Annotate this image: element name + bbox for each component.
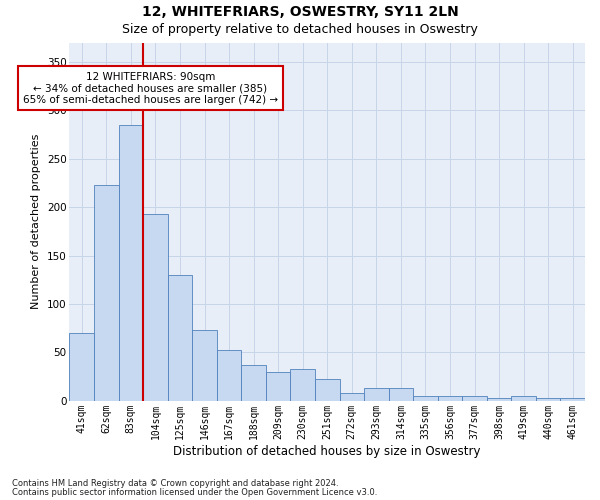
Text: Contains HM Land Registry data © Crown copyright and database right 2024.: Contains HM Land Registry data © Crown c… (12, 478, 338, 488)
X-axis label: Distribution of detached houses by size in Oswestry: Distribution of detached houses by size … (173, 444, 481, 458)
Text: Contains public sector information licensed under the Open Government Licence v3: Contains public sector information licen… (12, 488, 377, 497)
Bar (290, 369, 315, 401)
Bar (340, 393, 364, 401)
Bar (438, 396, 462, 401)
Text: 12, WHITEFRIARS, OSWESTRY, SY11 2LN: 12, WHITEFRIARS, OSWESTRY, SY11 2LN (142, 5, 458, 19)
Bar (217, 350, 241, 401)
Bar (389, 388, 413, 401)
Y-axis label: Number of detached properties: Number of detached properties (31, 134, 41, 310)
Bar (192, 330, 217, 401)
Bar (315, 378, 340, 401)
Bar (241, 365, 266, 401)
Bar (143, 214, 167, 401)
Bar (364, 388, 389, 401)
Bar (70, 333, 94, 401)
Bar (266, 372, 290, 401)
Bar (167, 275, 192, 401)
Bar (536, 398, 560, 401)
Bar (560, 398, 585, 401)
Text: Size of property relative to detached houses in Oswestry: Size of property relative to detached ho… (122, 22, 478, 36)
Bar (487, 398, 511, 401)
Bar (94, 185, 119, 401)
Bar (119, 125, 143, 401)
Bar (511, 396, 536, 401)
Bar (462, 396, 487, 401)
Bar (413, 396, 438, 401)
Text: 12 WHITEFRIARS: 90sqm
← 34% of detached houses are smaller (385)
65% of semi-det: 12 WHITEFRIARS: 90sqm ← 34% of detached … (23, 72, 278, 105)
